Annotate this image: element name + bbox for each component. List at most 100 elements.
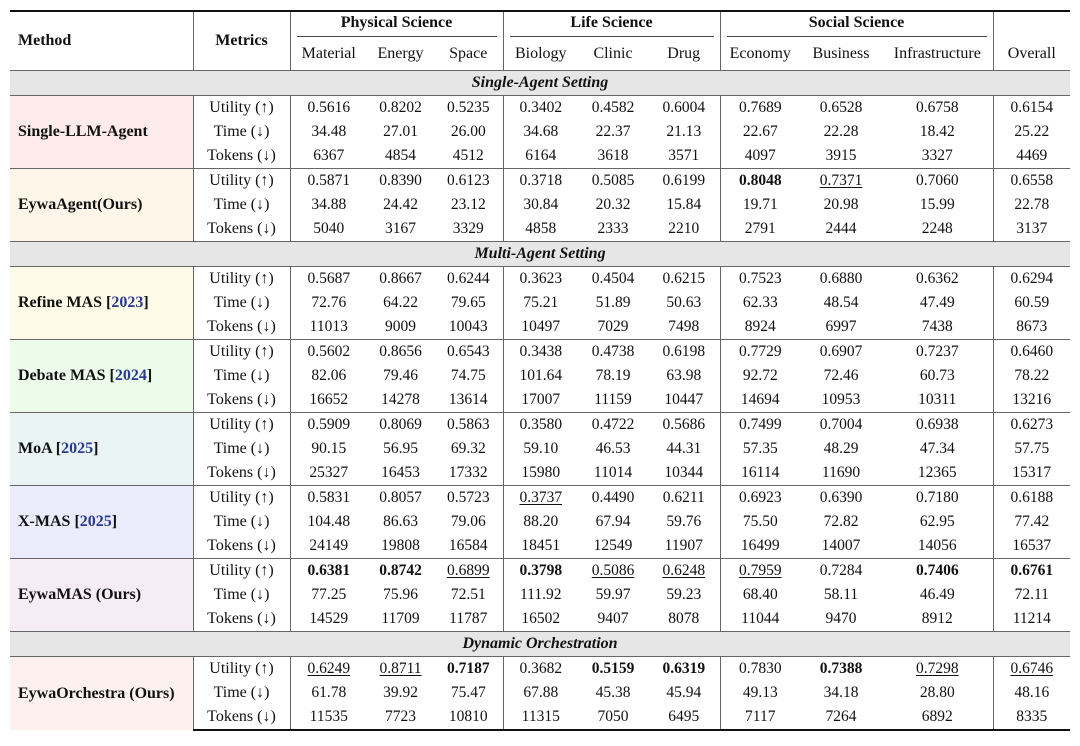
value-cell: 46.53 [595, 440, 631, 457]
method-name: X-MAS [18, 513, 71, 530]
value-cell: 62.95 [882, 510, 994, 534]
value-cell: 0.3718 [503, 168, 578, 193]
table-row: Time (↓) 61.78 39.92 75.47 67.88 45.38 45.94 49… [10, 681, 1070, 705]
metric-label: Tokens (↓) [193, 217, 291, 242]
value-cell: 0.6528 [819, 99, 863, 116]
citation-link[interactable]: 2025 [79, 513, 112, 530]
value-cell: 30.84 [523, 196, 559, 213]
value-cell: 11907 [648, 534, 721, 559]
table-row: Single-LLM-Agent Utility (↑) 0.5616 0.8202 0… [10, 95, 1070, 169]
value-cell: 10810 [434, 705, 504, 731]
value-cell: 39.92 [383, 684, 418, 701]
value-cell: 16114 [741, 464, 780, 481]
value-cell: 13216 [1012, 391, 1052, 408]
value-cell: 0.7499 [720, 412, 800, 437]
value-cell: 0.4490 [578, 485, 648, 510]
value-cell: 0.4582 [591, 99, 635, 116]
citation-link[interactable]: 2025 [61, 440, 94, 457]
value-cell: 0.5086 [578, 558, 648, 583]
value-cell: 79.46 [383, 367, 418, 384]
value-cell: 9470 [825, 610, 857, 627]
value-cell: 60.73 [882, 364, 994, 388]
value-cell: 0.8742 [367, 558, 434, 583]
metrics-header: Metrics [193, 10, 291, 71]
value-cell: 47.34 [882, 437, 994, 461]
setting-label: Single-Agent Setting [10, 70, 1071, 96]
table-row: Refine MAS [2023] Utility (↑) 0.5687 0.8667… [10, 266, 1070, 340]
value-cell: 16502 [521, 610, 561, 627]
value-cell: 7029 [597, 318, 629, 335]
col-material: Material [301, 45, 356, 62]
value-cell: 12549 [593, 537, 633, 554]
value-cell: 5040 [313, 220, 345, 237]
value-cell: 7438 [882, 315, 994, 340]
metric-label: Utility (↑) [193, 168, 291, 193]
value-cell: 9009 [385, 318, 416, 335]
metric-label: Tokens (↓) [193, 388, 291, 413]
group-social-science: Social Science [720, 10, 994, 38]
value-cell: 34.18 [823, 684, 859, 701]
table-row: Tokens (↓) 6367 4854 4512 6164 3618 3571 4097 39… [10, 144, 1070, 169]
value-cell: 60.59 [1014, 294, 1050, 311]
value-cell: 62.33 [742, 294, 778, 311]
value-cell: 0.5871 [290, 168, 367, 193]
value-cell: 10344 [648, 461, 721, 486]
value-cell: 0.7284 [800, 558, 882, 583]
table-row: Time (↓) 72.76 64.22 79.65 75.21 51.89 50.63 62… [10, 291, 1070, 315]
value-cell: 50.63 [648, 291, 721, 315]
value-cell: 3571 [648, 144, 721, 169]
value-cell: 48.29 [823, 440, 859, 457]
method-name: EywaOrchestra (Ours) [18, 684, 175, 702]
col-overall: Overall [1007, 45, 1056, 62]
value-cell: 0.5909 [290, 412, 367, 437]
metric-label: Time (↓) [193, 120, 291, 144]
setting-row: Multi-Agent Setting [10, 241, 1071, 267]
value-cell: 16499 [740, 537, 780, 554]
table-row: Tokens (↓) 25327 16453 17332 15980 11014 10344… [10, 461, 1070, 486]
value-cell: 0.7406 [882, 558, 994, 583]
value-cell: 4512 [434, 144, 504, 169]
value-cell: 20.32 [595, 196, 631, 213]
metric-label: Time (↓) [193, 193, 291, 217]
group-empty [993, 10, 1071, 38]
value-cell: 0.5831 [290, 485, 367, 510]
metric-label: Utility (↑) [193, 339, 291, 364]
value-cell: 0.6188 [993, 485, 1071, 510]
metric-label: Utility (↑) [193, 485, 291, 510]
value-cell: 72.11 [1014, 586, 1049, 603]
value-cell: 11709 [381, 610, 420, 627]
value-cell: 2791 [744, 220, 776, 237]
value-cell: 61.78 [311, 684, 347, 701]
value-cell: 47.49 [882, 291, 994, 315]
table-row: Time (↓) 104.48 86.63 79.06 88.20 67.94 59.76 7… [10, 510, 1070, 534]
metric-label: Utility (↑) [193, 266, 291, 291]
value-cell: 14694 [740, 391, 780, 408]
value-cell: 72.76 [311, 294, 347, 311]
method-name-cell: Debate MAS [2024] [10, 339, 194, 413]
metric-label: Utility (↑) [193, 95, 291, 120]
value-cell: 22.67 [742, 123, 778, 140]
value-cell: 15980 [521, 464, 561, 481]
value-cell: 4097 [744, 147, 776, 164]
value-cell: 6997 [825, 318, 857, 335]
method-name: Debate MAS [18, 367, 106, 384]
value-cell: 8335 [993, 705, 1071, 731]
value-cell: 0.7180 [882, 485, 994, 510]
value-cell: 67.88 [523, 684, 559, 701]
value-cell: 49.13 [742, 684, 778, 701]
value-cell: 0.6319 [648, 656, 721, 681]
citation-link[interactable]: 2024 [114, 367, 147, 384]
value-cell: 0.5723 [434, 485, 504, 510]
value-cell: 88.20 [523, 513, 559, 530]
results-table-wrapper: Method Metrics Physical Science Life Sci… [10, 10, 1071, 731]
value-cell: 11787 [434, 607, 504, 632]
value-cell: 57.75 [1014, 440, 1050, 457]
citation-link[interactable]: 2023 [111, 294, 144, 311]
value-cell: 0.7298 [882, 656, 994, 681]
method-name: MoA [18, 440, 52, 457]
value-cell: 0.7959 [720, 558, 800, 583]
table-row: Debate MAS [2024] Utility (↑) 0.5602 0.8656… [10, 339, 1071, 413]
method-name-cell: Single-LLM-Agent [10, 95, 194, 169]
value-cell: 51.89 [595, 294, 631, 311]
value-cell: 0.6390 [800, 485, 882, 510]
